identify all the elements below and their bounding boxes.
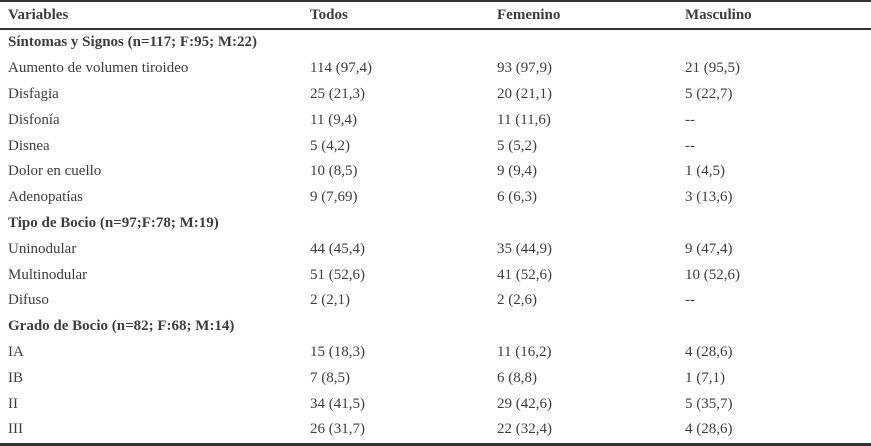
table-row: II 34 (41,5) 29 (42,6) 5 (35,7) [0,391,871,417]
cell-variable: Disnea [8,137,50,154]
cell-variable: Difuso [8,292,49,309]
column-header-todos: Todos [302,1,489,30]
table-row: Disnea 5 (4,2) 5 (5,2) -- [0,133,871,159]
table-row: Adenopatías 9 (7,69) 6 (6,3) 3 (13,6) [0,185,871,211]
cell-femenino: 41 (52,6) [497,266,552,283]
cell-variable: Disfonía [8,111,60,128]
cell-todos: 7 (8,5) [310,369,350,386]
cell-variable: IB [8,369,23,386]
cell-todos: 5 (4,2) [310,137,350,154]
table-row: III 26 (31,7) 22 (32,4) 4 (28,6) [0,417,871,444]
cell-masculino: -- [685,292,695,309]
cell-todos: 34 (41,5) [310,395,365,412]
table-row: Uninodular 44 (45,4) 35 (44,9) 9 (47,4) [0,236,871,262]
cell-femenino: 11 (11,6) [497,111,551,128]
cell-femenino: 6 (8,8) [497,369,537,386]
table-row: Dolor en cuello 10 (8,5) 9 (9,4) 1 (4,5) [0,159,871,185]
cell-masculino: 1 (4,5) [685,163,725,180]
cell-variable: Síntomas y Signos (n=117; F:95; M:22) [8,34,257,51]
cell-todos: 9 (7,69) [310,189,358,206]
cell-masculino [677,314,871,340]
table-row: Aumento de volumen tiroideo 114 (97,4) 9… [0,56,871,82]
cell-todos: 2 (2,1) [310,292,350,309]
section-header-row: Tipo de Bocio (n=97;F:78; M:19) [0,211,871,237]
column-header-femenino: Femenino [489,1,677,30]
table-row: Difuso 2 (2,1) 2 (2,6) -- [0,288,871,314]
cell-todos: 114 (97,4) [310,60,372,77]
column-header-masculino: Masculino [677,1,871,30]
cell-femenino: 20 (21,1) [497,85,552,102]
cell-femenino: 93 (97,9) [497,60,552,77]
cell-todos: 25 (21,3) [310,85,365,102]
cell-femenino [489,29,677,56]
cell-variable: Dolor en cuello [8,163,102,180]
cell-variable: Disfagia [8,85,59,102]
cell-todos [302,314,489,340]
table-row: IB 7 (8,5) 6 (8,8) 1 (7,1) [0,365,871,391]
cell-femenino: 22 (32,4) [497,421,552,438]
cell-masculino: -- [685,111,695,128]
cell-masculino: 3 (13,6) [685,189,733,206]
table-header-row: Variables Todos Femenino Masculino [0,1,871,30]
cell-todos: 11 (9,4) [310,111,357,128]
cell-masculino: -- [685,137,695,154]
cell-femenino: 9 (9,4) [497,163,537,180]
cell-masculino: 1 (7,1) [685,369,725,386]
cell-todos: 15 (18,3) [310,343,365,360]
table-row: IA 15 (18,3) 11 (16,2) 4 (28,6) [0,340,871,366]
cell-variable: II [8,395,18,412]
cell-masculino [677,29,871,56]
table-body: Síntomas y Signos (n=117; F:95; M:22) Au… [0,29,871,444]
cell-masculino: 5 (22,7) [685,85,733,102]
cell-variable: Tipo de Bocio (n=97;F:78; M:19) [8,214,219,231]
cell-variable: Grado de Bocio (n=82; F:68; M:14) [8,318,235,335]
cell-femenino: 5 (5,2) [497,137,537,154]
cell-masculino [677,211,871,237]
cell-todos: 51 (52,6) [310,266,365,283]
cell-masculino: 9 (47,4) [685,240,733,257]
cell-todos: 26 (31,7) [310,421,365,438]
cell-variable: Adenopatías [8,189,83,206]
cell-variable: IA [8,343,24,360]
cell-masculino: 4 (28,6) [685,343,733,360]
cell-femenino [489,211,677,237]
cell-todos [302,29,489,56]
table-row: Multinodular 51 (52,6) 41 (52,6) 10 (52,… [0,262,871,288]
cell-todos [302,211,489,237]
cell-femenino [489,314,677,340]
cell-variable: Aumento de volumen tiroideo [8,60,189,77]
cell-femenino: 11 (16,2) [497,343,552,360]
table-header: Variables Todos Femenino Masculino [0,1,871,30]
cell-femenino: 29 (42,6) [497,395,552,412]
cell-femenino: 2 (2,6) [497,292,537,309]
column-header-variables: Variables [0,1,302,30]
cell-todos: 44 (45,4) [310,240,365,257]
cell-femenino: 6 (6,3) [497,189,537,206]
cell-variable: Uninodular [8,240,77,257]
section-header-row: Síntomas y Signos (n=117; F:95; M:22) [0,29,871,56]
cell-variable: III [8,421,23,438]
table-row: Disfagia 25 (21,3) 20 (21,1) 5 (22,7) [0,82,871,108]
cell-femenino: 35 (44,9) [497,240,552,257]
cell-masculino: 10 (52,6) [685,266,740,283]
cell-todos: 10 (8,5) [310,163,358,180]
table-row: Disfonía 11 (9,4) 11 (11,6) -- [0,107,871,133]
cell-masculino: 5 (35,7) [685,395,733,412]
section-header-row: Grado de Bocio (n=82; F:68; M:14) [0,314,871,340]
cell-masculino: 21 (95,5) [685,60,740,77]
cell-masculino: 4 (28,6) [685,421,733,438]
cell-variable: Multinodular [8,266,88,283]
